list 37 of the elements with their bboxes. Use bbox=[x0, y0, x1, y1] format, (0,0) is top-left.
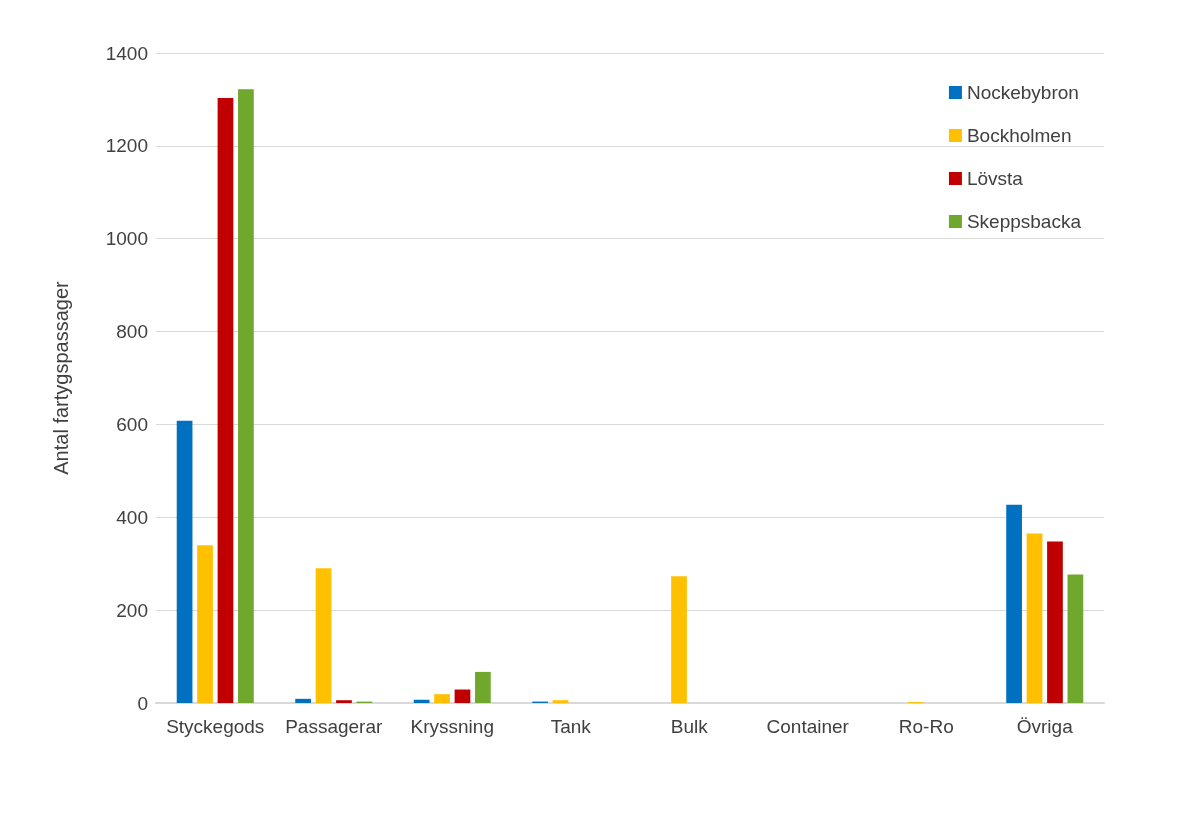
y-tick-label: 600 bbox=[116, 413, 148, 435]
legend-label: Nockebybron bbox=[966, 82, 1079, 103]
bar bbox=[434, 694, 450, 703]
y-tick-label: 200 bbox=[116, 599, 148, 621]
bar bbox=[315, 568, 332, 703]
y-tick-label: 1200 bbox=[105, 135, 148, 157]
y-tick-label: 1000 bbox=[105, 228, 148, 250]
bar bbox=[238, 89, 254, 703]
x-tick-label: Styckegods bbox=[166, 716, 265, 737]
y-tick-label: 800 bbox=[116, 321, 148, 343]
bar bbox=[176, 420, 193, 703]
legend-label: Lövsta bbox=[966, 168, 1024, 189]
x-tick-label: Ro-Ro bbox=[898, 716, 954, 737]
bar bbox=[1026, 533, 1043, 703]
bar bbox=[552, 700, 569, 703]
bar bbox=[475, 671, 491, 703]
x-tick-label: Passagerar bbox=[285, 716, 383, 737]
x-tick-label: Container bbox=[766, 716, 850, 737]
y-tick-label: 400 bbox=[116, 506, 148, 528]
bar bbox=[336, 700, 352, 703]
x-tick-label: Tank bbox=[550, 716, 592, 737]
legend-label: Skeppsbacka bbox=[966, 211, 1082, 232]
y-tick-label: 0 bbox=[137, 692, 148, 714]
x-tick-label: Kryssning bbox=[410, 716, 494, 737]
bar bbox=[1047, 541, 1063, 703]
y-axis-title: Antal fartygspassager bbox=[50, 280, 72, 475]
bar bbox=[217, 98, 234, 703]
bar bbox=[197, 545, 213, 703]
y-tick-label: 1400 bbox=[105, 42, 148, 64]
x-tick-label: Bulk bbox=[670, 716, 709, 737]
bar bbox=[1006, 504, 1022, 703]
bar bbox=[1067, 574, 1084, 703]
bar bbox=[671, 576, 687, 703]
bar bbox=[295, 698, 311, 703]
bar bbox=[454, 689, 471, 703]
x-tick-label: Övriga bbox=[1016, 716, 1074, 737]
legend-label: Bockholmen bbox=[966, 125, 1072, 146]
